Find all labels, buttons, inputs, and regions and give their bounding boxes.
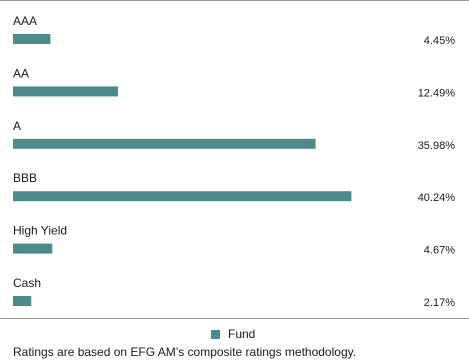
- category-label-bbb: BBB: [13, 171, 37, 185]
- category-label-high-yield: High Yield: [13, 224, 67, 238]
- value-label-cash: 2.17%: [424, 297, 455, 309]
- bar-aa: [13, 86, 119, 97]
- credit-rating-bar-chart: AAA 4.45% AA 12.49% A 35.98% BBB 40.24% High Yie…: [13, 14, 456, 309]
- category-label-aa: AA: [13, 66, 29, 80]
- value-label-aaa: 4.45%: [424, 35, 455, 47]
- value-label-a: 35.98%: [418, 140, 456, 152]
- legend-swatch-fund: [211, 329, 220, 339]
- legend-label-fund: Fund: [228, 327, 256, 341]
- bar-cash: [13, 296, 32, 306]
- value-label-aa: 12.49%: [418, 87, 456, 99]
- legend: Fund: [211, 327, 255, 341]
- bar-a: [13, 138, 316, 149]
- category-label-aaa: AAA: [13, 14, 37, 28]
- bar-high-yield: [13, 243, 53, 254]
- bottom-rule: [0, 318, 469, 319]
- category-label-a: A: [13, 119, 21, 133]
- footnote: Ratings are based on EFG AM’s composite …: [13, 345, 357, 359]
- bar-bbb: [13, 191, 352, 202]
- bar-aaa: [13, 34, 51, 44]
- value-label-bbb: 40.24%: [418, 192, 456, 204]
- value-label-high-yield: 4.67%: [424, 245, 455, 257]
- top-rule: [0, 0, 469, 1]
- category-label-cash: Cash: [13, 276, 41, 290]
